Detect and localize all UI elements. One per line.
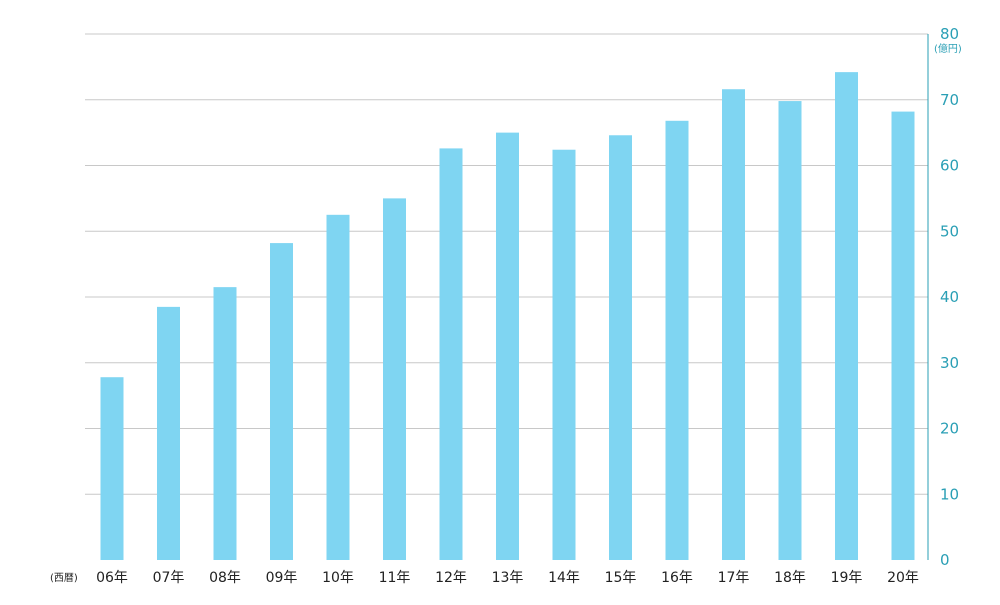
bar-19年 <box>835 72 858 560</box>
y-tick-label: 60 <box>940 157 959 175</box>
x-tick-labels: 06年 07年 08年 09年 10年 11年 12年 13年 14年 15年 16年 17年 18年 1… <box>96 570 919 586</box>
x-tick-label: 20年 <box>887 570 919 586</box>
bar-15年 <box>609 135 632 560</box>
x-tick-label: 13年 <box>492 570 524 586</box>
y-tick-label: 50 <box>940 222 959 240</box>
bar-14年 <box>552 149 576 560</box>
x-tick-label: 15年 <box>605 570 637 586</box>
y-tick-label: 30 <box>940 354 959 372</box>
x-tick-label: 18年 <box>774 570 806 586</box>
y-tick-label: 70 <box>940 91 959 109</box>
x-tick-label: 11年 <box>379 570 411 586</box>
bar-20年 <box>891 111 915 561</box>
x-tick-label: 16年 <box>661 570 693 586</box>
x-tick-label: 09年 <box>266 570 298 586</box>
bar-18年 <box>778 101 802 560</box>
x-tick-label: 12年 <box>435 570 467 586</box>
x-tick-label: 19年 <box>831 570 863 586</box>
bar-07年 <box>157 306 180 560</box>
y-axis-unit-label: (億円) <box>934 42 962 55</box>
bar-11年 <box>383 198 406 560</box>
x-tick-label: 06年 <box>96 570 128 586</box>
bar-12年 <box>439 148 463 560</box>
bar-16年 <box>665 120 689 560</box>
y-tick-label: 20 <box>940 420 959 438</box>
y-tick-labels: 0 10 20 30 40 50 60 70 80 <box>940 25 959 569</box>
bar-17年 <box>722 89 745 560</box>
bar-10年 <box>326 214 350 560</box>
y-tick-label: 40 <box>940 288 959 306</box>
x-tick-label: 10年 <box>322 570 354 586</box>
y-tick-label: 0 <box>940 551 950 569</box>
bar-13年 <box>496 132 519 560</box>
y-tick-label: 10 <box>940 485 959 503</box>
y-tick-label: 80 <box>940 25 959 43</box>
x-tick-label: 14年 <box>548 570 580 586</box>
x-tick-label: 17年 <box>718 570 750 586</box>
bar-06年 <box>100 377 124 560</box>
x-axis-unit-label: (西暦) <box>50 572 78 584</box>
bar-09年 <box>270 243 293 560</box>
bars <box>100 72 915 561</box>
bar-08年 <box>213 287 237 560</box>
x-tick-label: 08年 <box>209 570 241 586</box>
x-tick-label: 07年 <box>153 570 185 586</box>
